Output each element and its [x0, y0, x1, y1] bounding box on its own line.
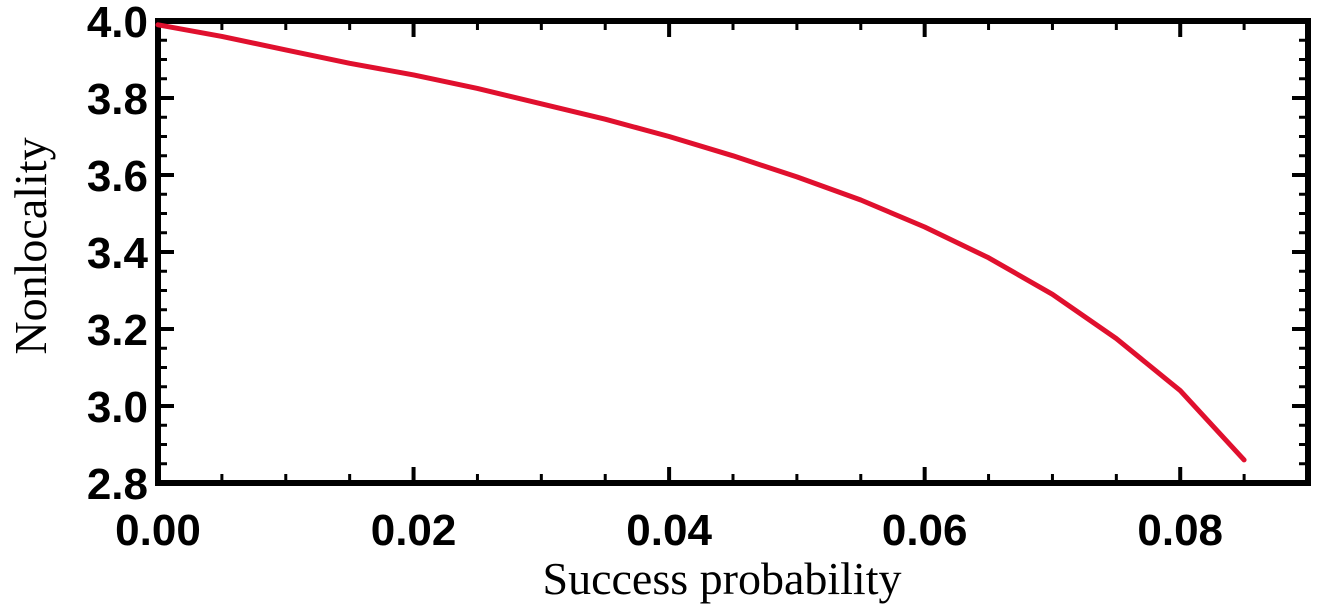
x-tick-label: 0.00: [115, 506, 201, 555]
y-tick-label: 2.8: [87, 460, 148, 509]
x-tick-label: 0.06: [882, 506, 968, 555]
y-tick-label: 3.2: [87, 306, 148, 355]
axis-tick-labels: 0.00 0.02 0.04 0.06 0.08 2.8 3.0 3.2 3.4 3.6 3.8 4.…: [87, 0, 1223, 555]
x-axis-title: Success probability: [543, 553, 902, 604]
x-tick-label: 0.04: [626, 506, 712, 555]
y-axis-title: Nonlocality: [5, 137, 56, 354]
y-tick-label: 3.6: [87, 152, 148, 201]
series-layer: [155, 22, 1247, 463]
y-tick-label: 4.0: [87, 0, 148, 47]
y-tick-label: 3.4: [87, 229, 149, 278]
x-tick-label: 0.08: [1137, 506, 1223, 555]
axis-ticks: [156, 19, 1310, 485]
y-tick-label: 3.8: [87, 75, 148, 124]
y-tick-label: 3.0: [87, 383, 148, 432]
x-tick-label: 0.02: [371, 506, 457, 555]
series-line: [155, 22, 1247, 463]
plot-frame: [155, 18, 1311, 486]
